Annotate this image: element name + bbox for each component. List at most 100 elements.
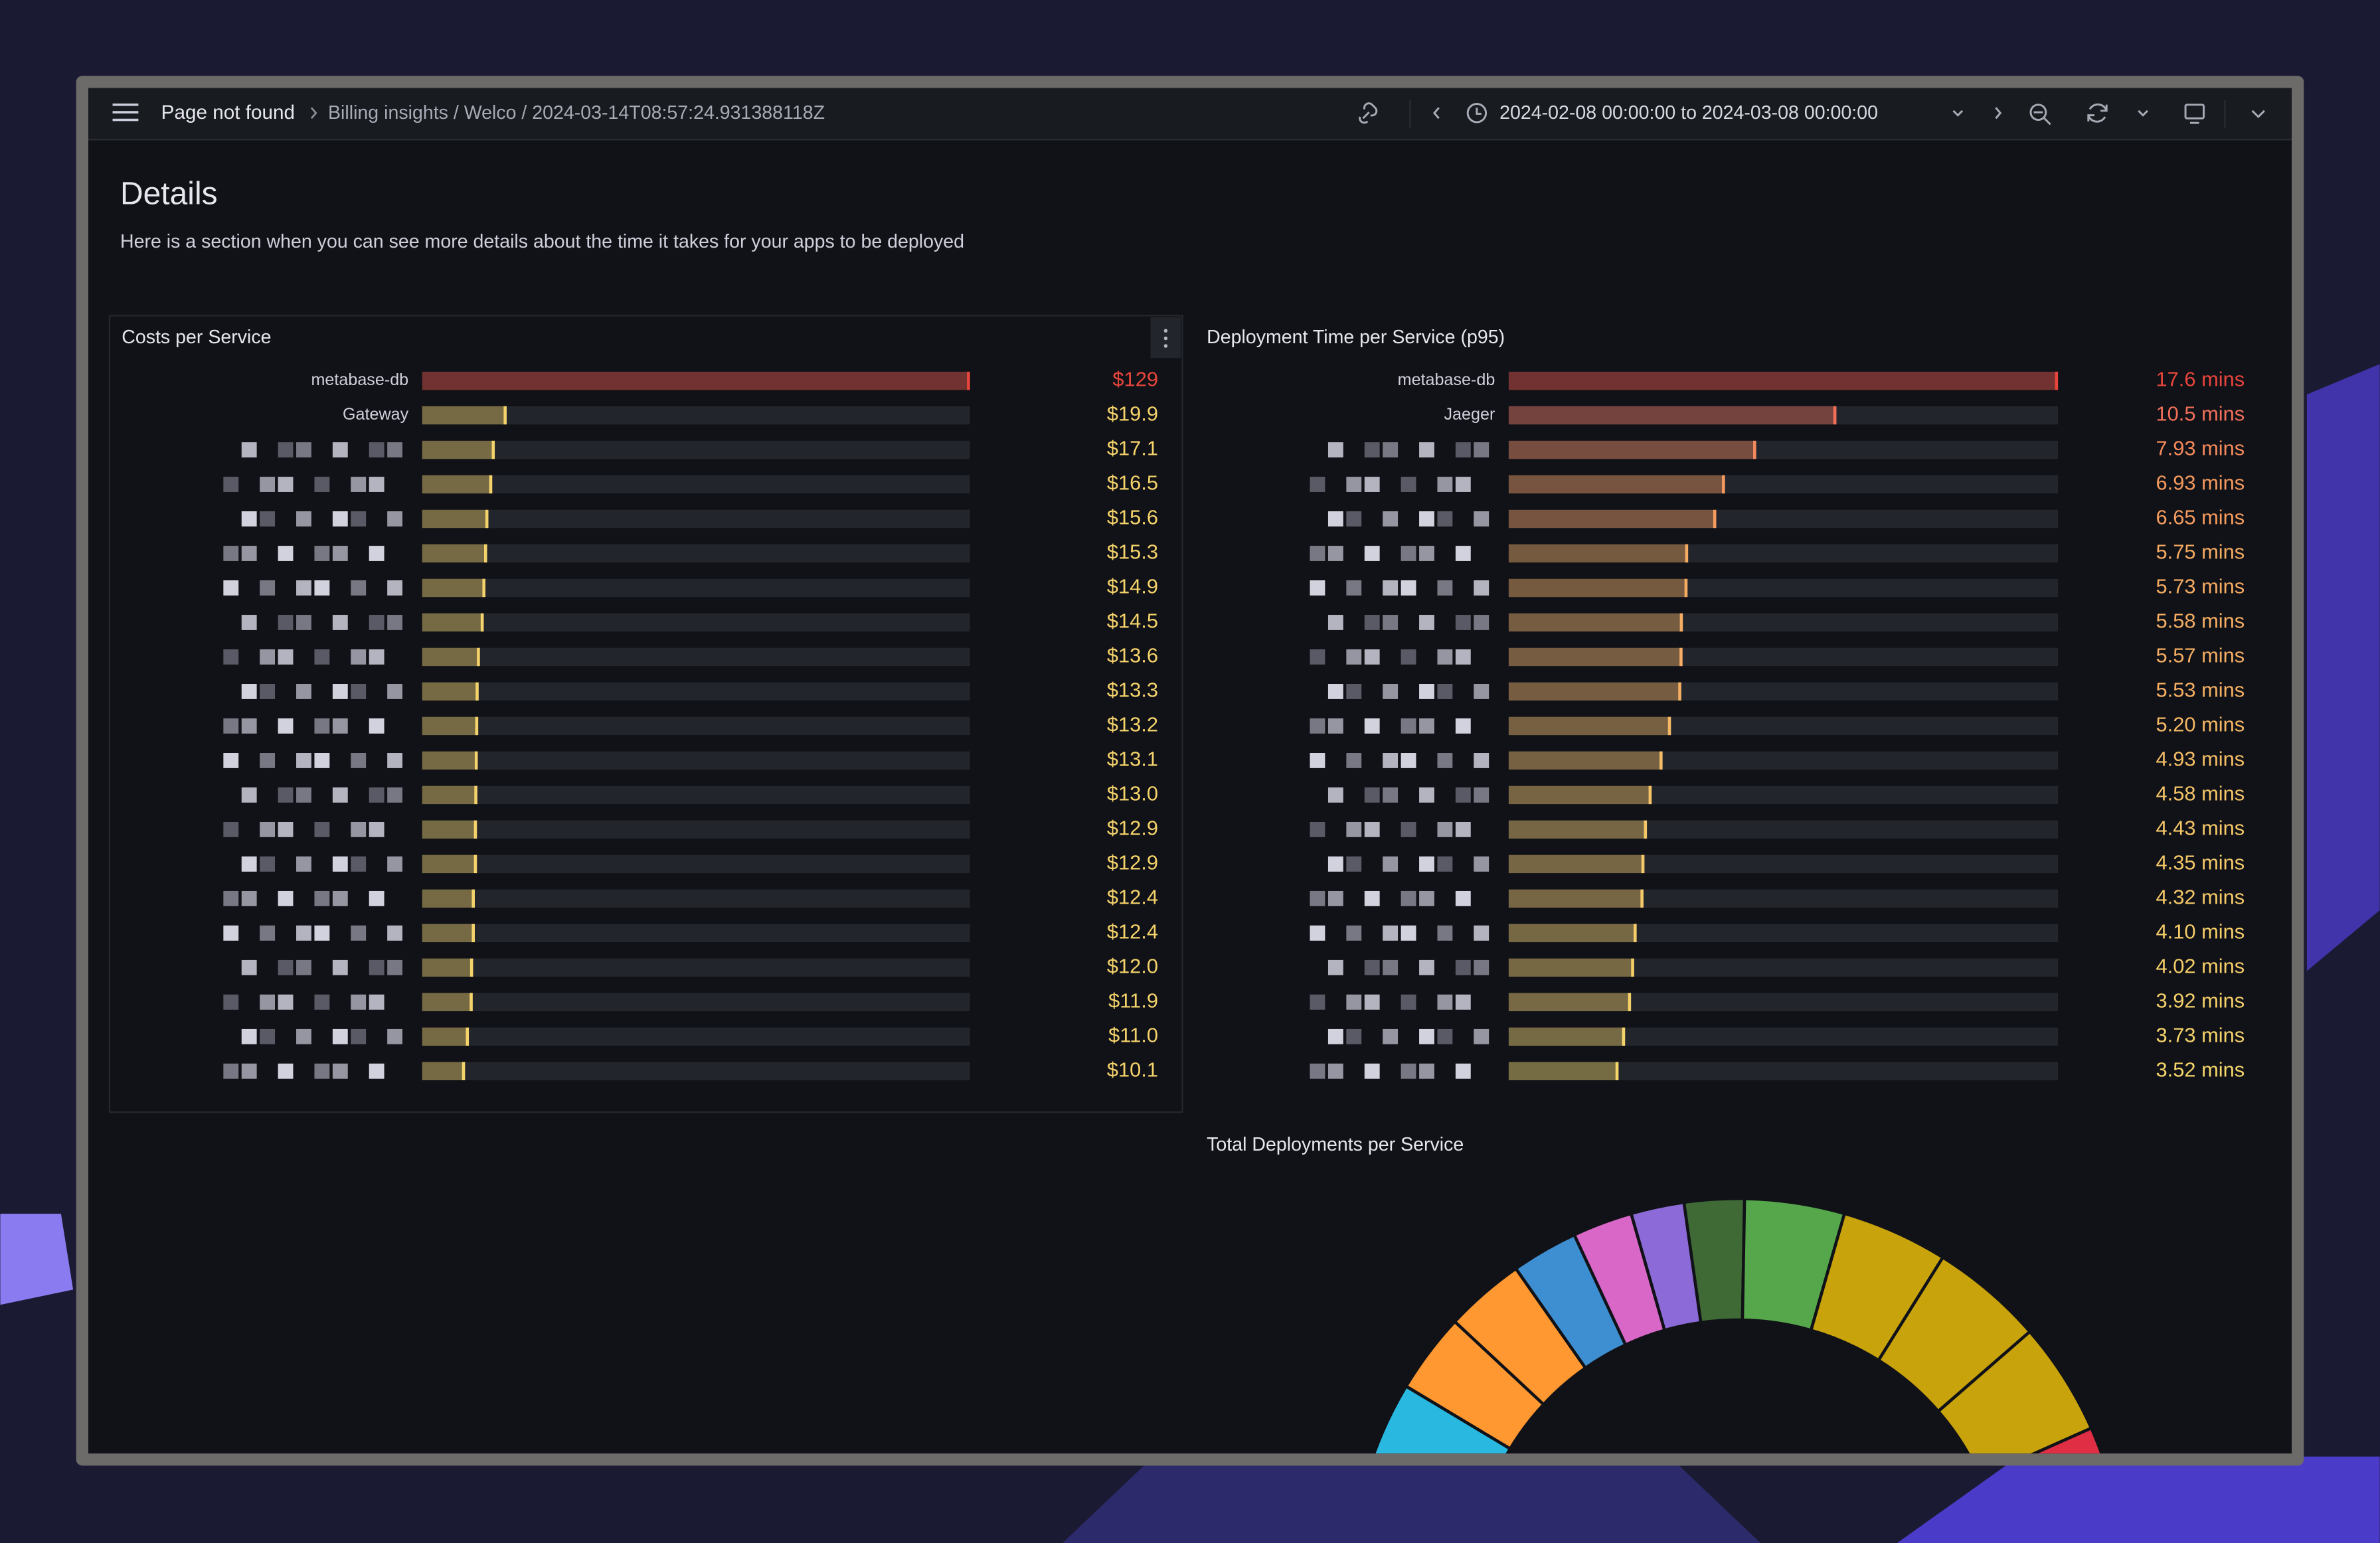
redacted-label [1401,649,1416,665]
bar-track [1508,751,2059,770]
redacted-label [1474,959,1489,975]
redacted-label [223,718,239,734]
redacted-label [1310,994,1325,1010]
bar [422,785,477,805]
bar-end [2055,371,2059,390]
bar [1508,440,1756,459]
value-label: 4.43 mins [2156,817,2245,840]
breadcrumb-home[interactable]: Page not found [161,102,295,123]
value-label: $15.3 [1107,540,1158,564]
bar-track [1508,578,2059,598]
bar-end [485,509,489,528]
value-label: 5.75 mins [2156,540,2245,564]
bar-end [480,613,484,632]
redacted-label [296,925,311,941]
redacted-label [241,511,257,527]
refresh-button[interactable] [2087,103,2108,123]
time-picker-dropdown[interactable] [1952,110,1964,117]
bar-track [1508,371,2059,390]
refresh-interval-dropdown[interactable] [2138,110,2148,117]
redacted-label [296,753,311,768]
bar-track [1508,647,2059,667]
redacted-label [260,856,276,872]
redacted-label [1310,753,1325,768]
bar-track [1508,820,2059,839]
bar-track [1508,889,2059,908]
redacted-label [1419,546,1434,561]
redacted-label [1455,546,1471,561]
redacted-label [278,442,294,457]
category-label: metabase-db [311,370,408,389]
time-forward-button[interactable] [1995,107,2002,120]
panel-frame [108,315,1183,1113]
redacted-label [1310,546,1325,561]
bar-end [1679,647,1683,667]
redacted-label [1437,649,1453,665]
redacted-label [1310,925,1325,941]
panel-menu-icon [1163,329,1168,348]
bar [1508,509,1717,528]
redacted-label [260,580,276,596]
time-back-button[interactable] [1432,107,1440,120]
value-label: $15.6 [1107,506,1158,529]
bar-track [422,544,970,563]
redacted-label [1364,959,1380,975]
zoom-out-button[interactable] [2029,104,2047,122]
share-link-button[interactable] [1359,102,1378,124]
bar [1508,371,2059,390]
value-label: 5.53 mins [2156,679,2245,702]
redacted-label [1327,718,1343,734]
time-range[interactable]: 2024-02-08 00:00:00 to 2024-03-08 00:00:… [1499,102,1878,123]
bar [422,751,478,770]
bar-end [1659,751,1663,770]
section-title: Details [120,176,218,211]
menu-icon[interactable] [112,103,139,122]
redacted-label [387,856,403,872]
redacted-label [1419,959,1434,975]
value-label: $12.4 [1107,886,1158,909]
redacted-label [1474,925,1489,941]
redacted-label [332,615,348,630]
value-label: $12.4 [1107,920,1158,943]
value-label: 4.10 mins [2156,920,2245,943]
value-label: $129 [1112,368,1158,391]
bar-track [422,889,970,908]
bar [1508,475,1725,494]
redacted-label [296,959,311,975]
redacted-label [387,925,403,941]
redacted-label [260,649,276,665]
bar-track [422,509,970,528]
redacted-label [369,718,384,734]
value-label: 4.35 mins [2156,851,2245,874]
bar-track [422,958,970,977]
redacted-label [223,925,239,941]
redacted-label [223,821,239,837]
redacted-label [1327,511,1343,527]
redacted-label [369,994,384,1010]
redacted-label [296,1028,311,1044]
redacted-label [1364,546,1380,561]
redacted-label [278,890,294,906]
redacted-label [223,580,239,596]
bar-end [1678,682,1681,701]
bar-end [474,751,478,770]
bar [422,647,480,667]
redacted-label [1419,890,1434,906]
redacted-label [1346,753,1362,768]
value-label: $13.6 [1107,644,1158,667]
redacted-label [369,477,384,492]
redacted-label [278,546,294,561]
redacted-label [1327,1028,1343,1044]
redacted-label [1364,1063,1380,1079]
bar-track [422,682,970,701]
bar-end [1644,820,1648,839]
view-mode-button[interactable] [2184,104,2205,120]
redacted-label [1310,477,1325,492]
redacted-label [1364,615,1380,630]
redacted-label [1346,684,1362,699]
value-label: $12.9 [1107,817,1158,840]
collapse-button[interactable] [2251,110,2265,119]
redacted-label [369,649,384,665]
bar-end [1634,924,1637,943]
